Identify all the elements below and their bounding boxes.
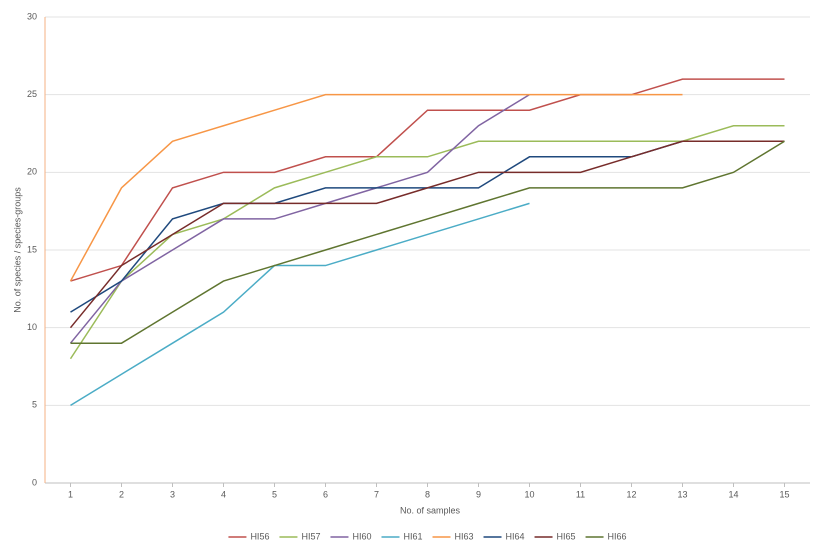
y-tick-label: 10 xyxy=(27,322,37,332)
series-line xyxy=(69,93,683,282)
x-tick-label: 4 xyxy=(221,489,226,499)
y-tick-label: 0 xyxy=(32,477,37,487)
legend-label: HI57 xyxy=(301,531,320,541)
x-tick-label: 3 xyxy=(170,489,175,499)
series-line xyxy=(69,124,785,360)
x-tick-label: 8 xyxy=(425,489,430,499)
x-axis-title: No. of samples xyxy=(400,505,461,515)
legend-label: HI56 xyxy=(250,531,269,541)
y-tick-label: 25 xyxy=(27,89,37,99)
x-tick-label: 15 xyxy=(779,489,789,499)
series-line xyxy=(69,94,530,344)
x-tick-label: 6 xyxy=(323,489,328,499)
x-tick-label: 9 xyxy=(476,489,481,499)
x-tick-label: 14 xyxy=(728,489,738,499)
series-line xyxy=(70,140,785,313)
x-tick-label: 12 xyxy=(626,489,636,499)
legend-label: HI60 xyxy=(352,531,371,541)
x-tick-label: 11 xyxy=(576,489,585,499)
y-tick-label: 15 xyxy=(27,244,37,254)
x-tick-label: 5 xyxy=(272,489,277,499)
x-tick-label: 10 xyxy=(524,489,534,499)
legend-label: HI64 xyxy=(506,531,525,541)
series-line xyxy=(69,140,785,329)
x-tick-label: 7 xyxy=(374,489,379,499)
y-tick-label: 5 xyxy=(32,400,37,410)
series-line xyxy=(70,140,785,344)
legend-label: HI63 xyxy=(455,531,474,541)
x-tick-label: 2 xyxy=(119,489,124,499)
series-line xyxy=(70,78,785,282)
y-tick-label: 20 xyxy=(27,167,37,177)
y-axis-title: No. of species / species-groups xyxy=(12,187,22,313)
x-tick-label: 13 xyxy=(677,489,687,499)
y-tick-label: 30 xyxy=(27,11,37,21)
series-line xyxy=(70,202,530,406)
legend-label: HI61 xyxy=(403,531,422,541)
legend-label: HI66 xyxy=(608,531,627,541)
legend-label: HI65 xyxy=(557,531,576,541)
x-tick-label: 1 xyxy=(68,489,73,499)
